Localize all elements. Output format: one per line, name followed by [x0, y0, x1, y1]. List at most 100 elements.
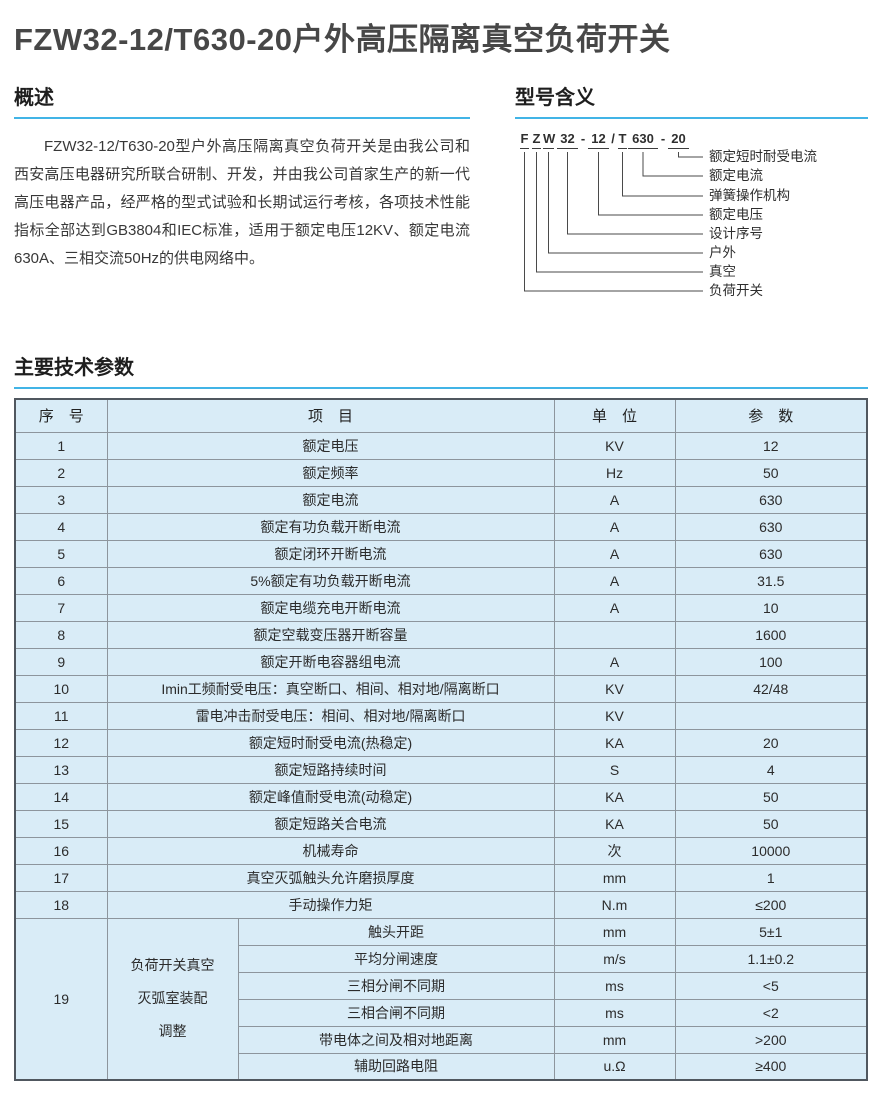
cell-no: 18: [14, 890, 108, 919]
cell-no: 4: [14, 512, 108, 541]
cell-unit: A: [553, 485, 676, 514]
table-row: 9 额定开断电容器组电流 A 100: [14, 647, 868, 676]
table-row: 6 5%额定有功负载开断电流 A 31.5: [14, 566, 868, 595]
model-code-segment: 12: [588, 131, 609, 149]
cell-item: 三相分闸不同期: [237, 971, 555, 1000]
cell-value: ≥400: [674, 1052, 868, 1081]
table-row: 辅助回路电阻 u.Ω ≥400: [15, 1052, 868, 1081]
cell-value: 12: [674, 431, 868, 460]
page-title: FZW32-12/T630-20户外高压隔离真空负荷开关: [14, 22, 671, 57]
connector-line: [524, 152, 703, 292]
cell-no: 11: [14, 701, 108, 730]
cell-value: 50: [674, 458, 868, 487]
model-label: 额定电流: [709, 168, 763, 183]
cell-value: >200: [674, 1025, 868, 1054]
section-model-meaning: 型号含义 F Z W 32 - 12 / T 630 - 20: [515, 81, 868, 333]
cell-value: 1: [674, 863, 868, 892]
model-code-segment: /: [611, 131, 615, 146]
cell-item: 额定电压: [106, 431, 555, 460]
cell-unit: S: [553, 755, 676, 784]
cell-value: 20: [674, 728, 868, 757]
cell-item: 平均分闸速度: [237, 944, 555, 973]
cell-item: 手动操作力矩: [106, 890, 555, 919]
model-connector-lines: [524, 152, 703, 292]
section-tech-params: 主要技术参数 序 号 项 目 单 位 参 数 1 额定电压 KV 12 2 额定频率 Hz…: [14, 351, 869, 1081]
model-code-segment: 630: [628, 131, 658, 149]
cell-unit: A: [553, 593, 676, 622]
model-label: 负荷开关: [709, 283, 763, 298]
model-label: 额定电压: [709, 207, 763, 222]
cell-item: Imin工频耐受电压：真空断口、相间、相对地/隔离断口: [106, 674, 555, 703]
params-table: 序 号 项 目 单 位 参 数 1 额定电压 KV 12 2 额定频率 Hz 50 3 额定电…: [14, 398, 869, 1081]
cell-item: 额定有功负载开断电流: [106, 512, 555, 541]
table-row: 2 额定频率 Hz 50: [14, 458, 868, 487]
model-label: 额定短时耐受电流: [709, 149, 817, 164]
top-columns: 概述 FZW32-12/T630-20型户外高压隔离真空负荷开关是由我公司和西安…: [14, 81, 868, 333]
cell-value: 100: [674, 647, 868, 676]
cell-unit: KV: [553, 674, 676, 703]
cell-no: 10: [14, 674, 108, 703]
cell-item: 5%额定有功负载开断电流: [106, 566, 555, 595]
cell-item: 辅助回路电阻: [237, 1052, 555, 1081]
cell-no: 13: [14, 755, 108, 784]
connector-line: [536, 152, 703, 273]
model-code-segment: 32: [557, 131, 578, 149]
cell-unit: KV: [553, 431, 676, 460]
overview-heading: 概述: [14, 87, 54, 109]
col-header-item: 项 目: [106, 398, 555, 433]
cell-unit: ms: [553, 971, 676, 1000]
cell-no: 1: [14, 431, 108, 460]
cell-value: 5±1: [674, 917, 868, 946]
model-meaning-rule: [515, 117, 868, 119]
cell-value: 4: [674, 755, 868, 784]
table-row: 三相合闸不同期 ms <2: [15, 998, 868, 1027]
table-row: 17 真空灭弧触头允许磨损厚度 mm 1: [14, 863, 868, 892]
table-row: 8 额定空载变压器开断容量 1600: [14, 620, 868, 649]
cell-unit: u.Ω: [553, 1052, 676, 1081]
connector-line: [678, 152, 703, 158]
table-row: 15 额定短路关合电流 KA 50: [14, 809, 868, 838]
cell-item: 雷电冲击耐受电压：相间、相对地/隔离断口: [106, 701, 555, 730]
table-row: 11 雷电冲击耐受电压：相间、相对地/隔离断口 KV: [14, 701, 868, 730]
model-code-segment: Z: [532, 131, 541, 149]
cell-unit: N.m: [553, 890, 676, 919]
model-code-segment: F: [520, 131, 529, 149]
cell-value: 10000: [674, 836, 868, 865]
col-header-no: 序 号: [14, 398, 108, 433]
table-row: 带电体之间及相对地距离 mm >200: [15, 1025, 868, 1054]
group-row: 19 负荷开关真空 灭弧室装配 调整 触头开距 mm 5±1: [14, 917, 868, 1081]
cell-unit: A: [553, 566, 676, 595]
cell-item: 额定空载变压器开断容量: [106, 620, 555, 649]
model-code-segment: -: [580, 131, 586, 146]
cell-item: 额定闭环开断电流: [106, 539, 555, 568]
cell-no: 17: [14, 863, 108, 892]
cell-unit: KA: [553, 728, 676, 757]
cell-unit: A: [553, 647, 676, 676]
table-row: 3 额定电流 A 630: [14, 485, 868, 514]
cell-no: 16: [14, 836, 108, 865]
cell-no: 9: [14, 647, 108, 676]
cell-no: 6: [14, 566, 108, 595]
group-label: 负荷开关真空 灭弧室装配 调整: [106, 917, 239, 1081]
cell-unit: KA: [553, 809, 676, 838]
table-row: 18 手动操作力矩 N.m ≤200: [14, 890, 868, 919]
cell-item: 额定开断电容器组电流: [106, 647, 555, 676]
cell-value: ≤200: [674, 890, 868, 919]
table-row: 16 机械寿命次 10000: [14, 836, 868, 865]
cell-unit: [553, 620, 676, 649]
cell-unit: KV: [553, 701, 676, 730]
model-code-segment: W: [543, 131, 555, 149]
cell-item: 额定短路持续时间: [106, 755, 555, 784]
cell-value: 1.1±0.2: [674, 944, 868, 973]
model-code-segment: -: [660, 131, 666, 146]
cell-no: 19: [14, 917, 108, 1081]
cell-unit: m/s: [553, 944, 676, 973]
connector-line: [622, 152, 703, 197]
table-row: 12 额定短时耐受电流(热稳定) KA 20: [14, 728, 868, 757]
col-header-value: 参 数: [674, 398, 868, 433]
cell-item: 额定峰值耐受电流(动稳定): [106, 782, 555, 811]
cell-value: 50: [674, 809, 868, 838]
cell-value: [674, 701, 868, 730]
model-meaning-heading: 型号含义: [515, 87, 595, 109]
